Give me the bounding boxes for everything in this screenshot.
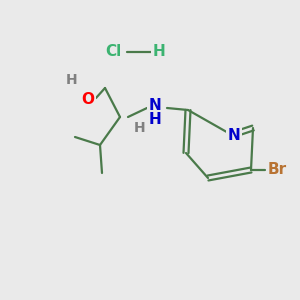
Text: N: N <box>148 98 161 113</box>
Text: H: H <box>148 112 161 127</box>
Text: Br: Br <box>267 163 286 178</box>
Text: H: H <box>134 121 146 135</box>
Text: O: O <box>82 92 94 107</box>
Text: H: H <box>66 73 78 87</box>
Text: H: H <box>153 44 165 59</box>
Text: Cl: Cl <box>105 44 121 59</box>
Text: N: N <box>228 128 240 142</box>
